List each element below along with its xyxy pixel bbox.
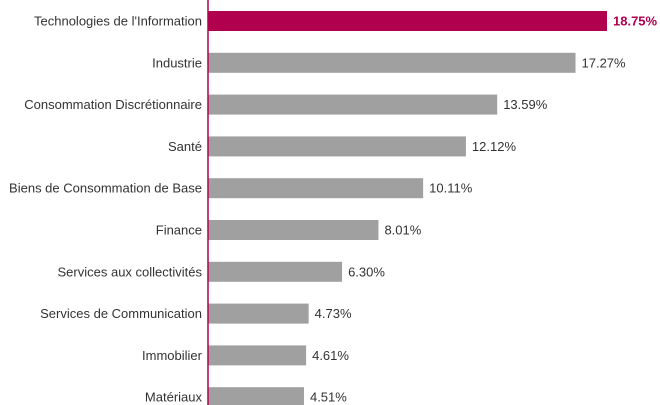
bar <box>208 303 309 324</box>
category-label: Matériaux <box>145 390 203 405</box>
value-label: 6.30% <box>348 264 385 279</box>
value-label: 4.61% <box>312 348 349 363</box>
bar-group: Consommation Discrétionnaire 13.59% <box>24 94 548 115</box>
category-label: Services aux collectivités <box>58 264 203 279</box>
bar <box>208 136 466 157</box>
bar-group: Services aux collectivités 6.30% <box>58 261 385 282</box>
category-label: Santé <box>168 139 202 154</box>
category-label: Finance <box>156 223 202 238</box>
category-label: Industrie <box>152 55 202 70</box>
highlighted-bar <box>208 11 607 31</box>
value-label: 10.11% <box>429 181 473 196</box>
value-label: 8.01% <box>384 223 421 238</box>
value-label: 4.73% <box>315 306 352 321</box>
bar-group: Immobilier 4.61% <box>142 345 349 366</box>
bar <box>208 52 576 73</box>
bar <box>208 345 307 366</box>
bar <box>208 261 343 282</box>
bar <box>208 220 379 240</box>
bar-group: Finance 8.01% <box>156 220 422 240</box>
bar-group: Services de Communication 4.73% <box>40 303 352 324</box>
value-label: 18.75% <box>613 14 658 29</box>
value-label: 13.59% <box>503 97 548 112</box>
bar-group: Technologies de l'Information 18.75% <box>34 11 658 31</box>
category-label: Services de Communication <box>40 306 202 321</box>
bar-group: Industrie 17.27% <box>152 52 627 73</box>
value-label: 12.12% <box>472 139 517 154</box>
category-label: Technologies de l'Information <box>34 14 202 29</box>
category-label: Biens de Consommation de Base <box>9 181 202 196</box>
bar <box>208 94 498 115</box>
category-label: Immobilier <box>142 348 203 363</box>
bar-group: Biens de Consommation de Base 10.11% <box>9 178 473 199</box>
bar <box>208 178 424 199</box>
bars-layer: Technologies de l'Information 18.75% Indus… <box>9 11 658 405</box>
bar <box>208 387 304 405</box>
value-label: 17.27% <box>582 55 627 70</box>
bar-group: Santé 12.12% <box>168 136 517 157</box>
bar-group: Matériaux 4.51% <box>145 387 347 405</box>
category-label: Consommation Discrétionnaire <box>24 97 202 112</box>
value-label: 4.51% <box>310 390 347 405</box>
